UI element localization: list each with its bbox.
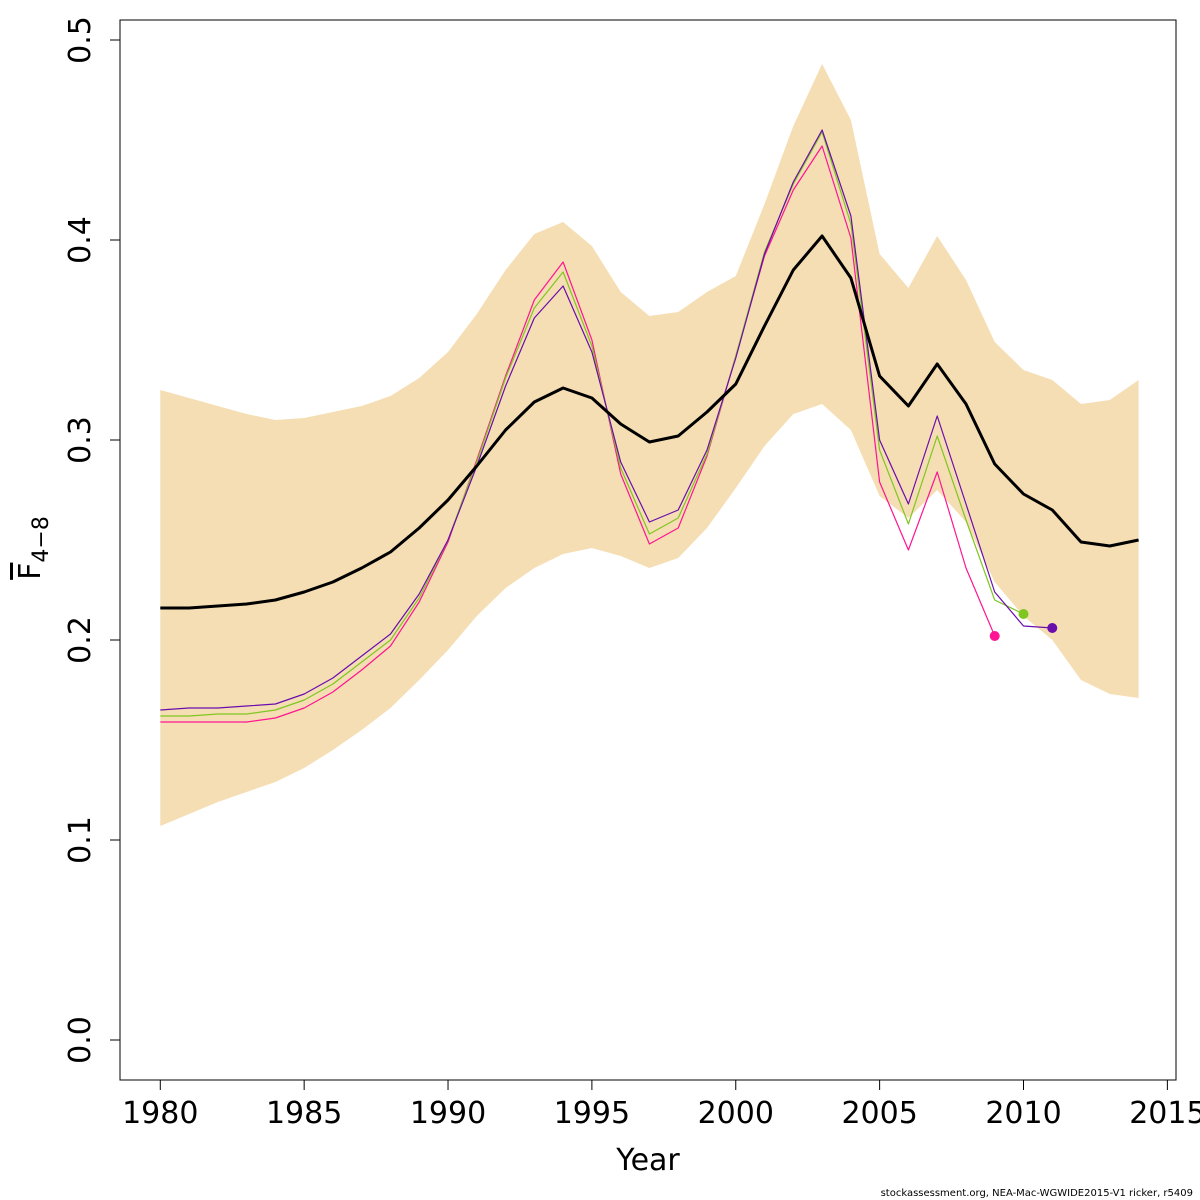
- y-axis: 0.0 0.1 0.2 0.3 0.4 0.5: [63, 16, 121, 1064]
- series-line-1: [160, 145, 996, 723]
- x-tick-label: 2000: [698, 1096, 774, 1131]
- y-tick-label: 0.4: [63, 216, 98, 264]
- series-line-2: [160, 131, 1024, 717]
- x-tick-label: 1990: [410, 1096, 486, 1131]
- y-tick-label: 0.1: [63, 816, 98, 864]
- svg-text:F4−8: F4−8: [13, 516, 54, 580]
- series-line-3: [160, 129, 1053, 711]
- y-axis-title: F4−8: [13, 516, 54, 580]
- x-tick-label: 2010: [985, 1096, 1061, 1131]
- y-tick-label: 0.3: [63, 416, 98, 464]
- footer-credit: stockassessment.org, NEA-Mac-WGWIDE2015-…: [881, 1188, 1193, 1199]
- confidence-band-layer: [160, 64, 1139, 826]
- confidence-band: [160, 64, 1139, 826]
- x-tick-label: 1980: [122, 1096, 198, 1131]
- main-line-layer: [160, 234, 1139, 610]
- y-axis-title-main: F: [13, 563, 48, 580]
- x-tick-label: 1995: [554, 1096, 630, 1131]
- series-endpoint-1: [989, 631, 1000, 641]
- y-tick-label: 0.2: [63, 616, 98, 664]
- x-axis: 1980 1985 1990 1995 2000 2005 2010 2015: [122, 1079, 1200, 1131]
- y-axis-title-subscript: 4−8: [29, 516, 54, 562]
- series-endpoints-layer: [989, 609, 1058, 641]
- series-endpoint-2: [1018, 609, 1029, 619]
- x-tick-label: 2015: [1129, 1096, 1200, 1131]
- main-estimate-line: [160, 234, 1139, 610]
- y-tick-label: 0.0: [63, 1016, 98, 1064]
- x-tick-label: 1985: [266, 1096, 342, 1131]
- series-endpoint-3: [1047, 623, 1058, 633]
- series-layer: [160, 129, 1053, 723]
- y-tick-label: 0.5: [63, 16, 98, 64]
- x-tick-label: 2005: [841, 1096, 917, 1131]
- x-axis-title: Year: [615, 1143, 680, 1178]
